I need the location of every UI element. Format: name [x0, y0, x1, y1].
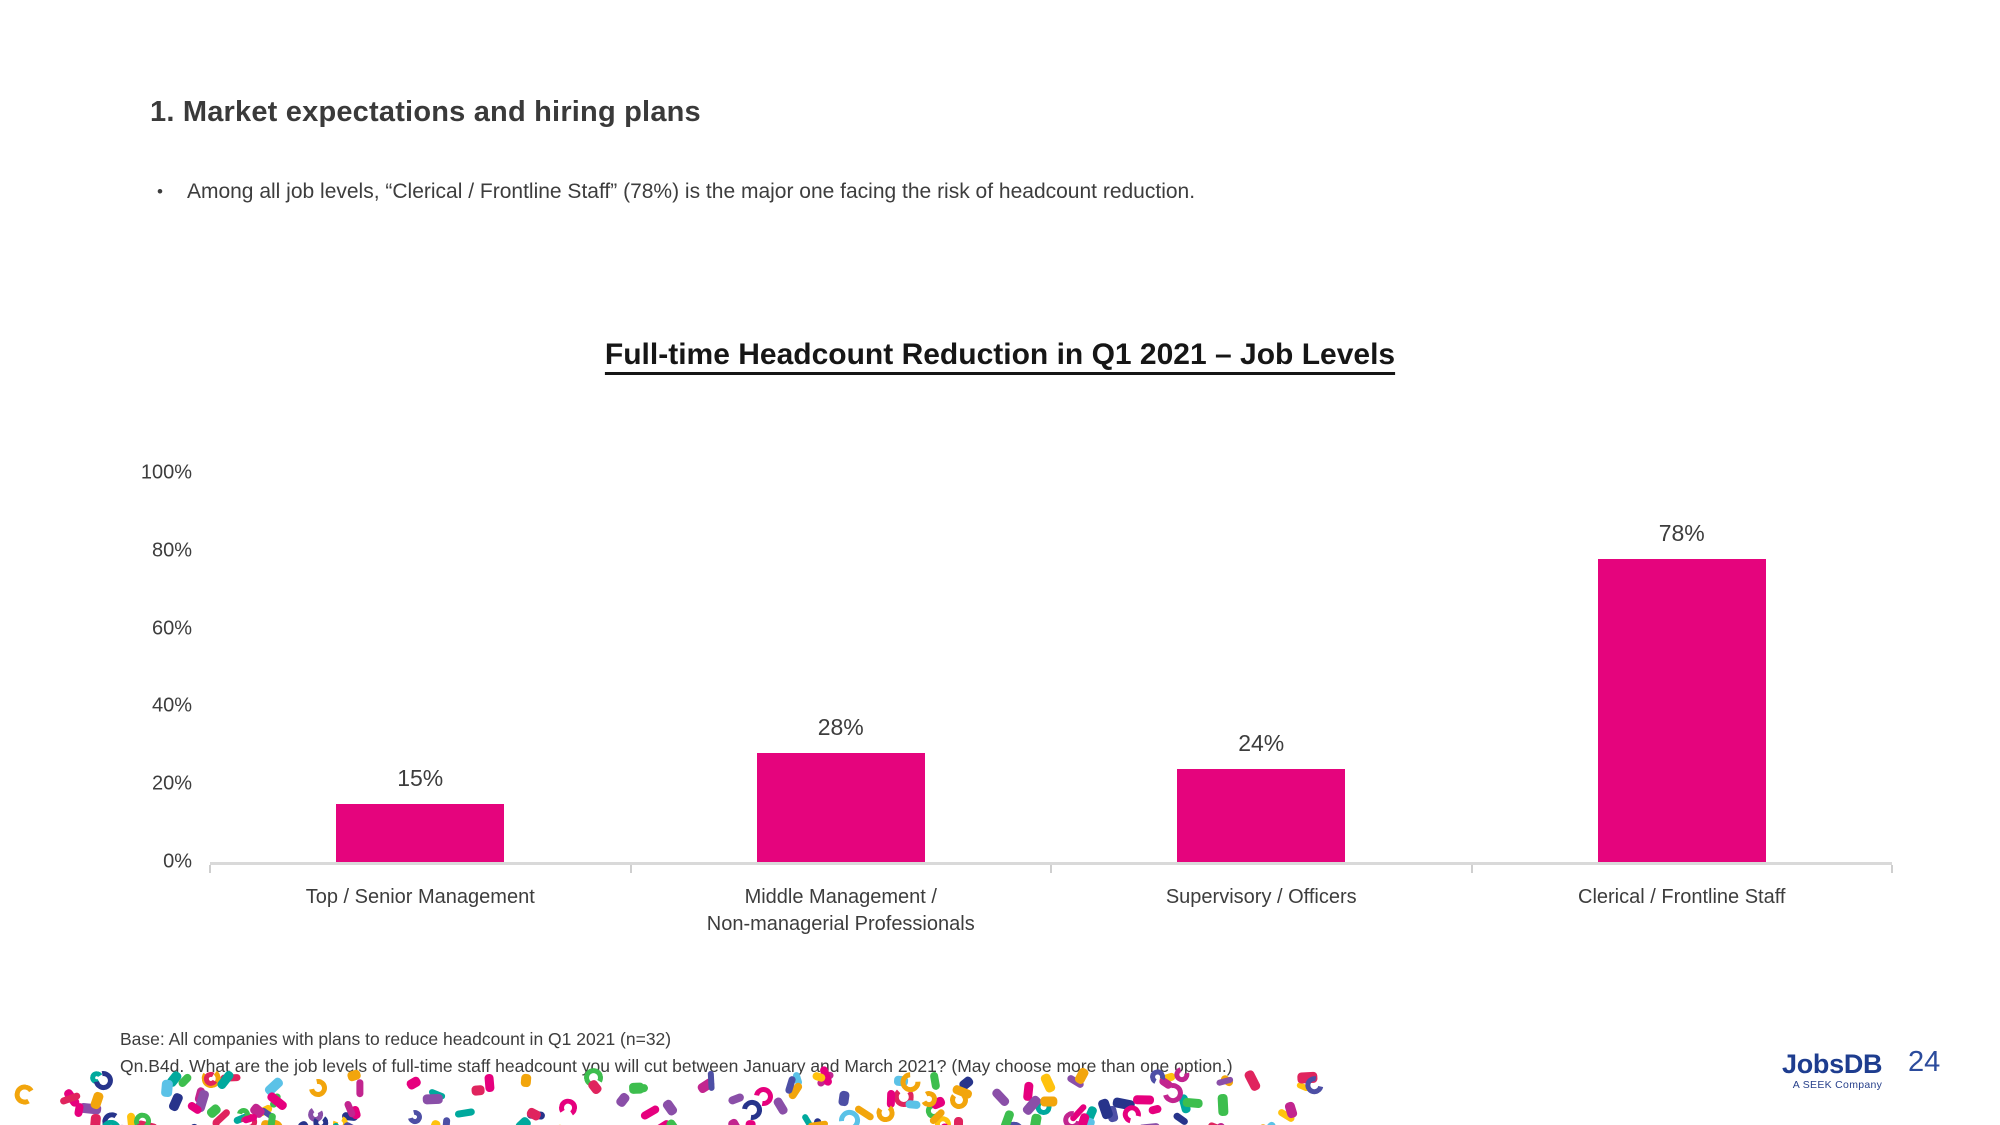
confetti-piece — [1039, 1073, 1057, 1095]
confetti-piece — [520, 1073, 532, 1088]
confetti-piece — [1040, 1096, 1058, 1107]
bar-value-label: 24% — [1238, 729, 1285, 756]
category-group: 24% Supervisory / Officers — [1051, 473, 1472, 908]
category-label: Middle Management / Non-managerial Profe… — [706, 886, 975, 935]
x-axis-tick — [1050, 865, 1052, 873]
confetti-piece — [904, 1100, 921, 1110]
confetti-piece — [706, 1070, 715, 1092]
x-axis-tick — [1891, 865, 1893, 873]
footnotes: Base: All companies with plans to reduce… — [120, 1026, 1233, 1080]
x-axis-tick — [629, 865, 632, 873]
chart-title: Full-time Headcount Reduction in Q1 2021… — [604, 338, 1396, 371]
confetti-piece — [471, 1084, 485, 1096]
jobsdb-logo: JobsDB A SEEK Company — [1782, 1049, 1883, 1091]
confetti-piece — [954, 1116, 964, 1125]
confetti-piece — [441, 1117, 451, 1125]
confetti-piece — [73, 1102, 84, 1119]
x-axis-line — [210, 862, 1892, 865]
y-tick-label: 60% — [151, 617, 192, 640]
confetti-piece — [1181, 1097, 1203, 1109]
category-group: 78% Clerical / Frontline Staff — [1472, 473, 1893, 908]
confetti-piece — [1217, 1094, 1229, 1117]
y-tick-label: 80% — [151, 539, 192, 562]
bar — [336, 803, 505, 862]
confetti-piece — [771, 1095, 789, 1116]
confetti-piece — [1242, 1069, 1262, 1093]
bullet-icon: • — [157, 182, 163, 201]
page-number: 24 — [1908, 1046, 1941, 1078]
confetti-piece — [89, 1090, 105, 1110]
bullet-text: Among all job levels, “Clerical / Frontl… — [186, 180, 1196, 203]
category-group: 15% Top / Senior Management — [210, 473, 631, 908]
confetti-piece — [305, 1075, 331, 1101]
category-group: 28% Middle Management / Non-managerial Pr… — [631, 473, 1052, 935]
y-tick-label: 20% — [151, 772, 192, 795]
confetti-piece — [405, 1107, 424, 1125]
y-tick-label: 40% — [151, 694, 192, 717]
confetti-piece — [726, 1117, 744, 1125]
y-axis-labels: 100% 80% 60% 40% 20% 0% — [80, 462, 192, 873]
footnote-question: Qn.B4d. What are the job levels of full-… — [120, 1056, 1233, 1076]
confetti-piece — [1147, 1104, 1163, 1116]
confetti-piece — [454, 1107, 475, 1118]
confetti-piece — [966, 1120, 994, 1125]
bullet-item: • Among all job levels, “Clerical / Fron… — [157, 178, 1195, 205]
confetti-piece — [484, 1073, 495, 1093]
confetti-piece — [746, 1120, 757, 1125]
confetti-piece — [427, 1119, 442, 1125]
confetti-piece — [405, 1074, 423, 1090]
y-tick-label: 0% — [163, 850, 192, 873]
confetti-piece — [12, 1083, 37, 1108]
x-axis-tick — [209, 865, 211, 873]
confetti-piece — [614, 1091, 631, 1109]
confetti-piece — [989, 1086, 1011, 1108]
confetti-piece — [628, 1082, 644, 1095]
jobsdb-logo-text: JobsDB — [1782, 1049, 1883, 1079]
bar — [1177, 768, 1346, 862]
bar — [756, 753, 925, 862]
bar — [1597, 558, 1766, 862]
confetti-piece — [422, 1093, 444, 1105]
confetti-piece — [161, 1079, 174, 1098]
confetti-piece — [1132, 1095, 1155, 1105]
category-label: Top / Senior Management — [305, 886, 535, 908]
confetti-piece — [1029, 1113, 1042, 1125]
confetti-piece — [88, 1113, 101, 1125]
confetti-piece — [355, 1079, 364, 1098]
footnote-base: Base: All companies with plans to reduce… — [120, 1029, 672, 1049]
confetti-decoration — [0, 1063, 1352, 1125]
confetti-piece — [1096, 1097, 1114, 1120]
x-axis-tick — [1470, 865, 1473, 873]
section-heading: 1. Market expectations and hiring plans — [150, 96, 701, 128]
bar-value-label: 15% — [397, 764, 444, 791]
category-label: Clerical / Frontline Staff — [1578, 886, 1786, 908]
confetti-piece — [557, 1097, 579, 1119]
confetti-piece — [661, 1098, 679, 1117]
y-tick-label: 100% — [140, 461, 192, 484]
category-label: Supervisory / Officers — [1165, 886, 1357, 908]
confetti-piece — [929, 1071, 941, 1091]
confetti-piece — [639, 1104, 660, 1121]
confetti-piece — [1171, 1063, 1193, 1085]
plot-area: 15% Top / Senior Management 28% Middle Mana… — [209, 473, 1893, 935]
bar-value-label: 78% — [1658, 519, 1705, 546]
bar-value-label: 28% — [817, 714, 864, 741]
seek-company-tagline: A SEEK Company — [1792, 1079, 1883, 1091]
confetti-piece — [131, 1110, 152, 1125]
confetti-piece — [837, 1089, 850, 1106]
